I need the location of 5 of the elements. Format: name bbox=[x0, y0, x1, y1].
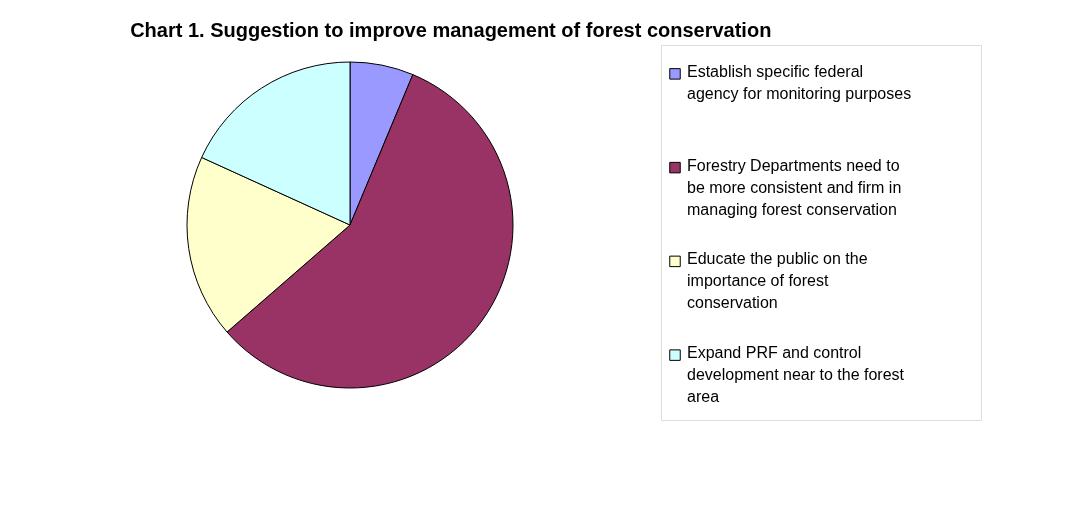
legend-label: Forestry Departments need to be more consistent and firm in managing forest conservation bbox=[687, 156, 902, 218]
legend-label: Establish specific federal agency for monitoring purposes bbox=[687, 62, 912, 102]
chart-title: Chart 1. Suggestion to improve management of forest conservation bbox=[130, 18, 772, 41]
legend-label: Educate the public on the importance of forest conservation bbox=[687, 250, 868, 312]
legend-label: Expand PRF and control development near to the forest area bbox=[687, 344, 905, 406]
